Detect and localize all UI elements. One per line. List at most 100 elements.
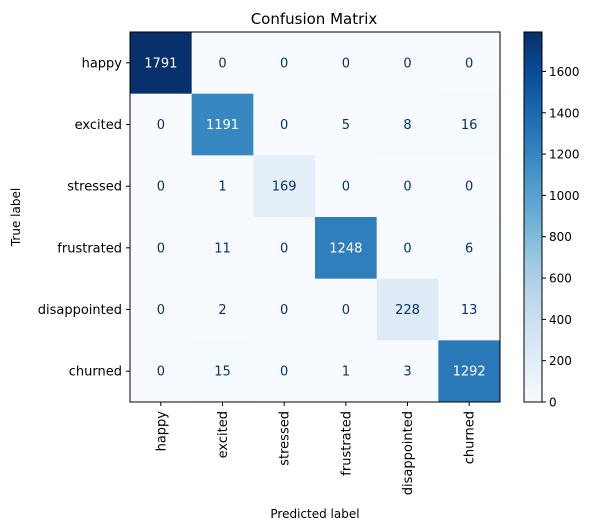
x-tick-label: stressed xyxy=(278,411,293,466)
heatmap-cell xyxy=(130,278,193,341)
cell-value-label: 0 xyxy=(280,56,288,71)
heatmap-cell xyxy=(376,155,439,218)
cell-value-label: 0 xyxy=(157,241,165,256)
heatmap-cell xyxy=(315,155,378,218)
heatmap-cell xyxy=(315,93,378,156)
cell-value-label: 1248 xyxy=(329,241,362,256)
heatmap-cell xyxy=(253,340,316,403)
y-tick-label: happy xyxy=(82,56,123,71)
cell-value-label: 3 xyxy=(403,365,411,380)
cell-value-label: 0 xyxy=(465,180,473,195)
heatmap-cell xyxy=(438,155,501,218)
cell-value-label: 0 xyxy=(403,180,411,195)
x-tick-label: excited xyxy=(216,411,231,458)
heatmap-cell xyxy=(376,340,439,403)
heatmap-cell xyxy=(315,278,378,341)
heatmap-cell xyxy=(191,340,254,403)
cell-value-label: 0 xyxy=(280,118,288,133)
colorbar-tick-label: 1000 xyxy=(549,189,580,203)
heatmap-cell xyxy=(191,217,254,280)
heatmap-cell xyxy=(253,217,316,280)
heatmap-cell xyxy=(191,278,254,341)
cell-value-label: 169 xyxy=(272,180,297,195)
x-tick-label: happy xyxy=(154,411,169,452)
plot-frame xyxy=(129,31,501,403)
y-tick-label: frustrated xyxy=(57,241,122,256)
heatmap-cell xyxy=(253,32,316,95)
heatmap-cell xyxy=(130,340,193,403)
cell-value-label: 0 xyxy=(403,241,411,256)
heatmap-cell xyxy=(438,32,501,95)
heatmap-cell xyxy=(253,155,316,218)
cell-value-label: 1 xyxy=(218,180,226,195)
cell-value-labels: 1791 0 0 0 0 0 0 1191 0 5 8 16 0 1 169 0 0 0 0 11 0 1248 0 6 0 2 0… xyxy=(144,56,485,379)
cell-value-label: 13 xyxy=(461,303,478,318)
cell-value-label: 0 xyxy=(403,56,411,71)
heatmap-cell xyxy=(130,93,193,156)
y-tick-label: stressed xyxy=(67,180,122,195)
heatmap-cell xyxy=(438,278,501,341)
cell-value-label: 0 xyxy=(280,241,288,256)
colorbar-tick-label: 400 xyxy=(549,313,572,327)
y-tick-label: disappointed xyxy=(38,303,122,318)
heatmap-cells xyxy=(130,32,501,403)
heatmap-cell xyxy=(315,217,378,280)
heatmap-cell xyxy=(130,32,193,95)
cell-value-label: 11 xyxy=(214,241,231,256)
colorbar-ticks: 0 200 400 600 800 1000 1200 1400 1600 xyxy=(542,65,580,410)
heatmap-cell xyxy=(130,217,193,280)
heatmap-cell xyxy=(376,93,439,156)
colorbar-tick-label: 200 xyxy=(549,354,572,368)
colorbar-tick-label: 1200 xyxy=(549,148,580,162)
heatmap-cell xyxy=(191,155,254,218)
heatmap-cell xyxy=(315,340,378,403)
cell-value-label: 0 xyxy=(157,303,165,318)
cell-value-label: 0 xyxy=(465,56,473,71)
chart-title: Confusion Matrix xyxy=(251,10,378,28)
cell-value-label: 6 xyxy=(465,241,473,256)
heatmap-cell xyxy=(438,340,501,403)
cell-value-label: 0 xyxy=(157,180,165,195)
cell-value-label: 0 xyxy=(280,303,288,318)
cell-value-label: 0 xyxy=(342,180,350,195)
heatmap-cell xyxy=(191,32,254,95)
colorbar-tick-label: 1400 xyxy=(549,106,580,120)
cell-value-label: 16 xyxy=(461,118,478,133)
heatmap-cell xyxy=(376,278,439,341)
heatmap-cell xyxy=(130,155,193,218)
heatmap-cell xyxy=(253,93,316,156)
cell-value-label: 0 xyxy=(342,303,350,318)
heatmap-cell xyxy=(438,93,501,156)
y-tick-label: excited xyxy=(75,118,122,133)
colorbar-tick-label: 1600 xyxy=(549,65,580,79)
cell-value-label: 5 xyxy=(342,118,350,133)
x-tick-label: frustrated xyxy=(339,411,354,476)
cell-value-label: 0 xyxy=(157,118,165,133)
heatmap-cell xyxy=(315,32,378,95)
heatmap-cell xyxy=(376,32,439,95)
colorbar xyxy=(523,31,543,403)
cell-value-label: 8 xyxy=(403,118,411,133)
y-axis-ticks: happy excited stressed frustrated disappoint… xyxy=(38,56,130,380)
cell-value-label: 15 xyxy=(214,365,231,380)
cell-value-label: 0 xyxy=(342,56,350,71)
x-axis-label: Predicted label xyxy=(270,507,359,521)
cell-value-label: 228 xyxy=(395,303,420,318)
cell-value-label: 2 xyxy=(218,303,226,318)
heatmap-cell xyxy=(253,278,316,341)
cell-value-label: 1 xyxy=(342,365,350,380)
x-tick-label: disappointed xyxy=(401,411,416,495)
cell-value-label: 1791 xyxy=(144,56,177,71)
y-tick-label: churned xyxy=(69,365,122,380)
cell-value-label: 1191 xyxy=(206,118,239,133)
cell-value-label: 0 xyxy=(218,56,226,71)
colorbar-tick-label: 800 xyxy=(549,230,572,244)
x-tick-label: churned xyxy=(463,411,478,464)
cell-value-label: 1292 xyxy=(453,365,486,380)
cell-value-label: 0 xyxy=(280,365,288,380)
colorbar-tick-label: 0 xyxy=(549,396,557,410)
x-axis-ticks: happy excited stressed frustrated disappoint… xyxy=(154,402,478,495)
heatmap-cell xyxy=(438,217,501,280)
heatmap-cell xyxy=(191,93,254,156)
